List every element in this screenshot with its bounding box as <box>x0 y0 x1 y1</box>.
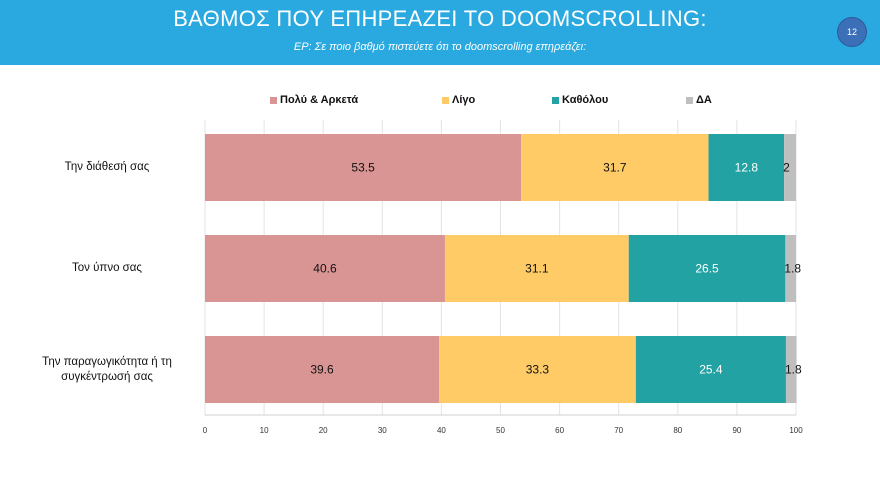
data-label: 40.6 <box>313 262 337 276</box>
bar-segment <box>785 235 796 302</box>
category-label-line: συγκέντρωσή σας <box>61 370 153 383</box>
bar-segment <box>444 235 629 302</box>
legend-item: Λίγο <box>442 94 475 106</box>
x-tick-label: 70 <box>614 426 623 435</box>
legend-swatch <box>442 96 449 104</box>
category-label-line: Τον ύπνο σας <box>72 262 142 274</box>
x-tick-label: 40 <box>437 426 446 435</box>
data-label: 31.7 <box>603 161 627 175</box>
data-label: 39.6 <box>310 363 334 377</box>
data-label: 53.5 <box>351 161 375 175</box>
x-tick-label: 10 <box>260 426 269 435</box>
data-label: 1.8 <box>784 262 801 276</box>
legend-item: Καθόλου <box>552 94 608 106</box>
bar-segment <box>439 336 636 403</box>
legend-label: Καθόλου <box>562 94 609 106</box>
data-label: 12.8 <box>735 161 759 175</box>
page-subtitle: ΕΡ: Σε ποιο βαθμό πιστεύετε ότι το dooms… <box>293 41 587 53</box>
data-label: 1.8 <box>785 363 802 377</box>
data-label: 25.4 <box>699 363 723 377</box>
legend-swatch <box>270 96 277 104</box>
x-tick-label: 0 <box>203 426 208 435</box>
page-number-badge: 12 <box>837 17 867 47</box>
data-label: 33.3 <box>526 363 550 377</box>
x-tick-label: 100 <box>789 426 803 435</box>
bar-segment <box>784 134 796 201</box>
page-title: ΒΑΘΜΟΣ ΠΟΥ ΕΠΗΡΕΑΖΕΙ ΤΟ DOOMSCROLLING: <box>173 6 707 31</box>
data-label: 26.5 <box>695 262 719 276</box>
data-label: 2 <box>783 161 790 175</box>
legend-label: ΔΑ <box>696 94 712 106</box>
bar-segment <box>635 336 786 403</box>
bar-segment <box>628 235 786 302</box>
bar-segment <box>205 235 445 302</box>
bar-segment <box>785 336 797 403</box>
legend-label: Πολύ & Αρκετά <box>280 94 359 106</box>
x-tick-label: 90 <box>732 426 741 435</box>
category-label-line: Την παραγωγικότητα ή τη <box>42 355 172 368</box>
header-bar: ΒΑΘΜΟΣ ΠΟΥ ΕΠΗΡΕΑΖΕΙ ΤΟ DOOMSCROLLING: Ε… <box>0 0 880 65</box>
category-label: Την παραγωγικότητα ή τη συγκέντρωσή σας <box>22 355 192 385</box>
x-tick-label: 30 <box>378 426 387 435</box>
legend-item: Πολύ & Αρκετά <box>270 94 358 106</box>
x-tick-label: 20 <box>319 426 328 435</box>
bar-segment <box>708 134 785 201</box>
x-tick-label: 80 <box>673 426 682 435</box>
data-label: 31.1 <box>525 262 549 276</box>
bar-segment <box>205 134 522 201</box>
x-tick-label: 60 <box>555 426 564 435</box>
legend-swatch <box>686 96 693 104</box>
legend-item: ΔΑ <box>686 94 712 106</box>
bar-segment <box>205 336 440 403</box>
category-label-line: Την διάθεσή σας <box>64 161 150 173</box>
category-label: Την διάθεσή σας <box>22 160 192 175</box>
legend-label: Λίγο <box>452 94 476 106</box>
legend-swatch <box>552 96 559 104</box>
x-tick-label: 50 <box>496 426 505 435</box>
bar-segment <box>521 134 709 201</box>
category-label: Τον ύπνο σας <box>22 261 192 276</box>
